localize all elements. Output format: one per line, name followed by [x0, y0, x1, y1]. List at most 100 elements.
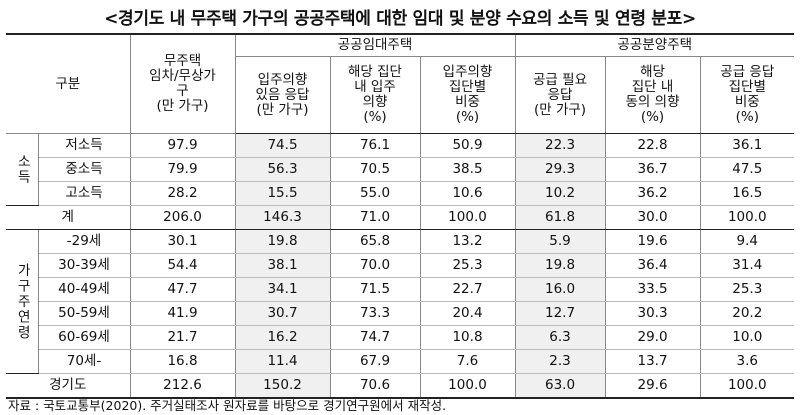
table-row: 50-59세 41.9 30.7 73.3 20.4 12.7 30.3 20.2 [6, 301, 795, 326]
cell: 30.7 [234, 301, 331, 326]
table-row: 30-39세 54.4 38.1 70.0 25.3 19.8 36.4 31.4 [6, 253, 795, 278]
cell: 100.0 [699, 205, 795, 230]
cell: 29.0 [604, 325, 701, 350]
header-cell: 해당 집단 내 입주 의향 (%) [329, 56, 421, 134]
cell: 13.2 [419, 229, 516, 254]
cell: 11.4 [234, 349, 331, 374]
row-label: -29세 [37, 229, 131, 254]
cell: 56.3 [234, 157, 331, 182]
row-label: 50-59세 [38, 301, 131, 326]
cell: 25.3 [699, 277, 795, 302]
cell: 71.5 [329, 277, 421, 302]
cell: 150.2 [234, 373, 331, 399]
table-row: 70세- 16.8 11.4 67.9 7.6 2.3 13.7 3.6 [6, 349, 795, 374]
row-label: 70세- [38, 349, 131, 374]
header-cell: 입주의향 집단별 비중 (%) [419, 56, 516, 134]
cell: 22.8 [604, 133, 701, 158]
header-row: 입주의향 있음 응답 (만 가구) 해당 집단 내 입주 의향 (%) 입주의향 집… [6, 56, 795, 134]
cell: 34.1 [234, 277, 331, 302]
cell: 206.0 [129, 205, 236, 230]
cell: 16.5 [699, 181, 795, 206]
cell: 38.5 [419, 157, 516, 182]
row-label: 고소득 [38, 181, 131, 206]
cell: 70.6 [329, 373, 421, 399]
cell: 15.5 [234, 181, 331, 206]
cell: 100.0 [699, 373, 795, 399]
header-cell: 공급 필요 응답 (만 가구) [514, 56, 606, 134]
cell: 22.3 [514, 133, 606, 158]
group-header: 공공분양주택 [514, 33, 795, 57]
cell: 30.0 [604, 205, 701, 230]
cell: 21.7 [129, 325, 236, 350]
table-row: 가구주연령 -29세 30.1 19.8 65.8 13.2 5.9 19.6 9.4 [6, 229, 795, 374]
row-label: 30-39세 [38, 253, 131, 278]
cell: 12.7 [514, 301, 606, 326]
header-cell: 구분 [6, 33, 131, 134]
row-label: 저소득 [37, 133, 131, 158]
cell: 28.2 [129, 181, 236, 206]
table: 구분 무주택 임차/무상가 구 (만 가구) 공공임대주택 공공분양주택 입주의향 있음… [6, 33, 795, 399]
source-note: 자료 : 국토교통부(2020). 주거실태조사 원자료를 바탕으로 경기연구원… [8, 398, 447, 413]
header-cell: 입주의향 있음 응답 (만 가구) [235, 56, 331, 134]
cell: 36.1 [699, 133, 795, 158]
row-label: 40-49세 [38, 277, 131, 302]
cell: 33.5 [604, 277, 701, 302]
cell: 38.1 [234, 253, 331, 278]
cell: 29.6 [604, 373, 701, 399]
cell: 20.2 [699, 301, 795, 326]
header-cell: 해당 집단 내 동의 의향 (%) [604, 56, 701, 134]
cell: 19.8 [234, 229, 331, 254]
row-label: 60-69세 [38, 325, 131, 350]
table-header: 구분 무주택 임차/무상가 구 (만 가구) 공공임대주택 공공분양주택 입주의향 있음… [6, 33, 795, 134]
row-group: 가구주연령 [6, 229, 39, 374]
cell: 3.6 [699, 349, 795, 374]
cell: 61.8 [514, 205, 606, 230]
cell: 10.8 [419, 325, 516, 350]
row-label: 계 [6, 205, 131, 230]
table-row: 고소득 28.2 15.5 55.0 10.6 10.2 36.2 16.5 [6, 181, 795, 206]
row-label: 중소득 [38, 157, 131, 182]
cell: 36.2 [604, 181, 701, 206]
header-cell: 공급 응답 집단별 비중 (%) [699, 56, 795, 134]
table-row: 60-69세 21.7 16.2 74.7 10.8 6.3 29.0 10.0 [6, 325, 795, 350]
table-row: 계 206.0 146.3 71.0 100.0 61.8 30.0 100.0 [6, 205, 795, 230]
cell: 47.7 [129, 277, 236, 302]
cell: 36.7 [604, 157, 701, 182]
cell: 22.7 [419, 277, 516, 302]
cell: 10.0 [699, 325, 795, 350]
cell: 76.1 [329, 133, 421, 158]
cell: 2.3 [514, 349, 606, 374]
cell: 31.4 [699, 253, 795, 278]
table-body: 소득 저소득 97.9 74.5 76.1 50.9 22.3 22.8 36.1 중소득 79.9… [6, 133, 795, 399]
cell: 10.6 [419, 181, 516, 206]
cell: 212.6 [129, 373, 236, 399]
cell: 70.0 [329, 253, 421, 278]
cell: 6.3 [514, 325, 606, 350]
table-row: 중소득 79.9 56.3 70.5 38.5 29.3 36.7 47.5 [6, 157, 795, 182]
cell: 16.0 [514, 277, 606, 302]
cell: 100.0 [419, 373, 516, 399]
cell: 146.3 [234, 205, 331, 230]
cell: 74.5 [234, 133, 331, 158]
cell: 70.5 [329, 157, 421, 182]
cell: 10.2 [514, 181, 606, 206]
header-cell: 무주택 임차/무상가 구 (만 가구) [129, 33, 236, 134]
cell: 20.4 [419, 301, 516, 326]
cell: 29.3 [514, 157, 606, 182]
cell: 36.4 [604, 253, 701, 278]
cell: 73.3 [329, 301, 421, 326]
group-header: 공공임대주택 [234, 33, 516, 57]
cell: 74.7 [329, 325, 421, 350]
cell: 50.9 [419, 133, 516, 158]
title: <경기도 내 무주택 가구의 공공주택에 대한 임대 및 분양 수요의 소득 및… [104, 9, 696, 29]
cell: 71.0 [329, 205, 421, 230]
cell: 19.6 [604, 229, 701, 254]
cell: 16.2 [234, 325, 331, 350]
cell: 25.3 [419, 253, 516, 278]
cell: 63.0 [514, 373, 606, 399]
cell: 5.9 [514, 229, 606, 254]
cell: 30.3 [604, 301, 701, 326]
cell: 13.7 [604, 349, 701, 374]
row-group: 소득 [6, 133, 39, 206]
